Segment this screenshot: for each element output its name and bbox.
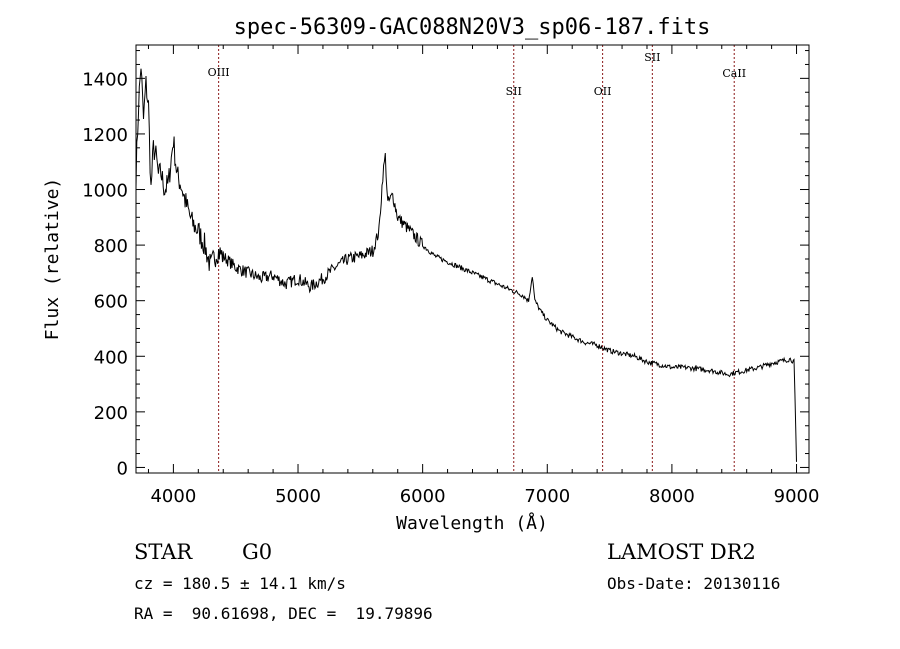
x-tick-label: 4000 xyxy=(150,486,196,507)
marker-label: CaII xyxy=(722,67,746,80)
object-subclass: G0 xyxy=(242,540,273,564)
coordinates-readout: RA = 90.61698, DEC = 19.79896 xyxy=(134,604,433,623)
spectrum-chart: spec-56309-GAC088N20V3_sp06-187.fits OII… xyxy=(42,15,819,534)
axis-ticks: 4000 5000 6000 7000 8000 9000 0 200 400 600 800 100… xyxy=(82,45,819,507)
redshift-readout: cz = 180.5 ± 14.1 km/s xyxy=(134,574,346,593)
y-tick-label: 800 xyxy=(94,236,128,257)
x-tick-label: 5000 xyxy=(275,486,321,507)
chart-title: spec-56309-GAC088N20V3_sp06-187.fits xyxy=(234,15,711,40)
x-tick-label: 9000 xyxy=(774,486,820,507)
survey-name: LAMOST DR2 xyxy=(607,540,756,564)
x-tick-label: 7000 xyxy=(524,486,570,507)
y-tick-label: 600 xyxy=(94,292,128,313)
y-axis-label: Flux (relative) xyxy=(42,178,63,341)
marker-label: SII xyxy=(644,51,660,64)
emission-line-markers: OIII SII OII SII CaII xyxy=(208,45,746,473)
y-tick-label: 1200 xyxy=(82,125,128,146)
x-axis-label: Wavelength (Å) xyxy=(396,512,548,534)
x-tick-label: 6000 xyxy=(400,486,446,507)
object-class: STAR xyxy=(134,540,193,564)
y-tick-label: 1400 xyxy=(82,69,128,90)
marker-label: OIII xyxy=(208,66,230,79)
y-tick-label: 1000 xyxy=(82,181,128,202)
y-tick-label: 200 xyxy=(94,403,128,424)
spectrum-line xyxy=(135,68,797,462)
series-layer xyxy=(135,68,797,462)
observation-date: Obs-Date: 20130116 xyxy=(607,574,781,593)
plot-frame xyxy=(135,44,810,474)
x-tick-label: 8000 xyxy=(649,486,695,507)
marker-label: OII xyxy=(594,85,612,98)
y-tick-label: 400 xyxy=(94,347,128,368)
marker-label: SII xyxy=(506,85,522,98)
y-tick-label: 0 xyxy=(117,458,128,479)
